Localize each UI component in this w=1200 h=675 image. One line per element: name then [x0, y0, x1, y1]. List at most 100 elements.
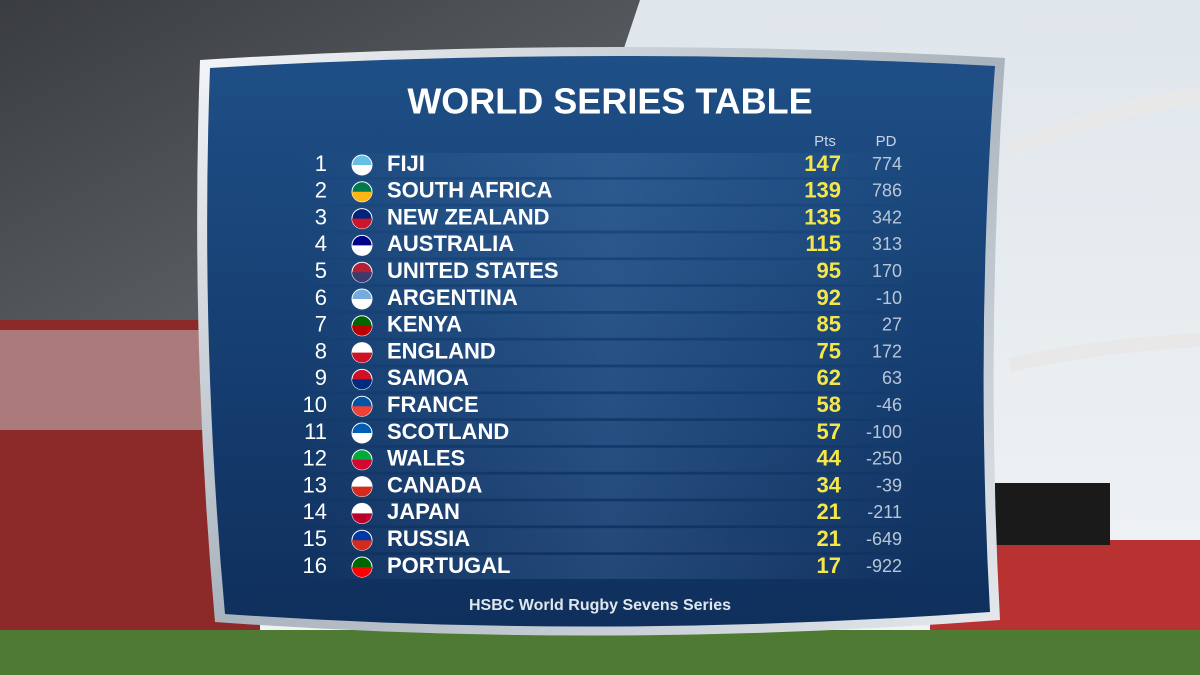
rank: 2 [315, 178, 327, 203]
title: WORLD SERIES TABLE [407, 81, 812, 122]
team: SAMOA [387, 365, 469, 390]
points: 85 [817, 312, 841, 337]
team: ENGLAND [387, 338, 496, 363]
points-difference: 774 [872, 154, 902, 174]
column-header: PD [876, 133, 897, 150]
points: 57 [817, 419, 841, 444]
row-band [300, 394, 920, 419]
flag [352, 406, 372, 417]
points: 58 [817, 392, 841, 417]
row-band [300, 233, 920, 258]
points-difference: 342 [872, 207, 902, 227]
points-difference: 172 [872, 341, 902, 361]
row-band [300, 474, 920, 499]
team: CANADA [387, 472, 482, 497]
rank: 4 [315, 231, 327, 256]
team: RUSSIA [387, 526, 470, 551]
team: ARGENTINA [387, 285, 518, 310]
rank: 15 [303, 526, 327, 551]
row-band [300, 367, 920, 392]
rank: 6 [315, 285, 327, 310]
points: 92 [817, 285, 841, 310]
flag [352, 325, 372, 336]
flag [352, 352, 372, 363]
points-difference: 170 [872, 261, 902, 281]
team: KENYA [387, 312, 462, 337]
flag [352, 379, 372, 390]
rank: 11 [304, 419, 327, 444]
team: NEW ZEALAND [387, 204, 550, 229]
points-difference: 63 [882, 368, 902, 388]
rank: 8 [315, 338, 327, 363]
rank: 5 [315, 258, 327, 283]
flag [352, 272, 372, 283]
rank: 12 [303, 446, 327, 471]
row-band [300, 206, 920, 231]
row-band [300, 501, 920, 526]
row-band [300, 528, 920, 553]
team: PORTUGAL [387, 553, 510, 578]
team: AUSTRALIA [387, 231, 514, 256]
flag [352, 513, 372, 524]
rank: 16 [303, 553, 327, 578]
points: 21 [817, 526, 841, 551]
points-difference: -10 [876, 288, 902, 308]
points: 135 [804, 204, 841, 229]
row-band [300, 447, 920, 472]
row-band [300, 340, 920, 365]
flag [352, 486, 372, 497]
points-difference: 313 [872, 234, 902, 254]
row-band [300, 179, 920, 204]
points: 115 [806, 231, 842, 256]
flag [352, 433, 372, 443]
flag [352, 459, 372, 470]
row-band [300, 260, 920, 285]
row-band [300, 555, 920, 579]
rank: 3 [315, 204, 327, 229]
rank: 14 [303, 499, 327, 524]
rank: 1 [315, 151, 327, 176]
row-band [300, 153, 920, 177]
points: 95 [817, 258, 841, 283]
points-difference: -39 [876, 475, 902, 495]
points: 62 [817, 365, 841, 390]
team: WALES [387, 446, 465, 471]
footer: HSBC World Rugby Sevens Series [469, 597, 731, 614]
flag [352, 165, 372, 175]
team: UNITED STATES [387, 258, 559, 283]
points: 139 [804, 178, 841, 203]
rank: 9 [315, 365, 327, 390]
points-difference: 786 [872, 181, 902, 201]
flag [352, 540, 372, 551]
row-band [300, 421, 920, 445]
team: JAPAN [387, 499, 460, 524]
team: FIJI [387, 151, 425, 176]
points-difference: -250 [866, 449, 902, 469]
points: 34 [817, 472, 842, 497]
points: 147 [804, 151, 841, 176]
points-difference: 27 [882, 315, 902, 335]
flag [352, 191, 372, 202]
column-header: Pts [814, 133, 836, 150]
rank: 7 [315, 312, 327, 337]
flag [352, 218, 372, 229]
row-band [300, 287, 920, 311]
points-difference: -922 [866, 556, 902, 576]
team: FRANCE [387, 392, 479, 417]
points: 17 [817, 553, 841, 578]
points: 21 [817, 499, 841, 524]
points-difference: -100 [866, 422, 902, 442]
flag [352, 245, 372, 256]
team: SCOTLAND [387, 419, 509, 444]
points-difference: -46 [876, 395, 902, 415]
flag [352, 567, 372, 577]
flag [352, 299, 372, 309]
points: 44 [817, 446, 842, 471]
points: 75 [817, 338, 841, 363]
points-difference: -211 [867, 502, 902, 522]
team: SOUTH AFRICA [387, 178, 553, 203]
rank: 13 [303, 472, 327, 497]
